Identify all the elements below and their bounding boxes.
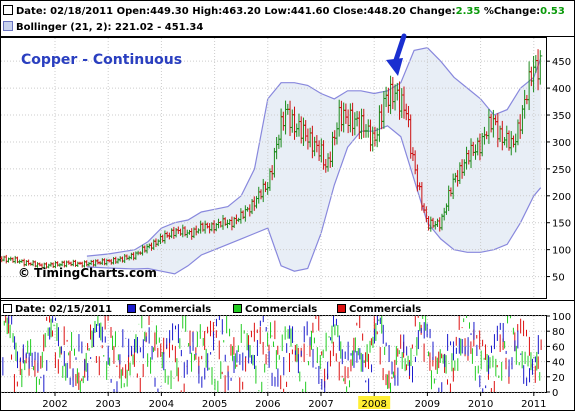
lower-date-value: 02/15/2011 xyxy=(49,304,113,315)
lower-y-tick-label: 60 xyxy=(552,342,565,353)
legend-square-red xyxy=(337,304,346,313)
x-tick-label: 2009 xyxy=(415,399,440,410)
date-label: Date: xyxy=(16,6,47,17)
low-value: 441.60 xyxy=(290,6,330,17)
open-label: Open: xyxy=(116,6,151,17)
x-tick-label: 2010 xyxy=(468,399,493,410)
y-tick-label: 300 xyxy=(552,138,571,149)
y-tick-label: 50 xyxy=(552,273,565,284)
x-tick-label: 2007 xyxy=(308,399,333,410)
date-value: 02/18/2011 xyxy=(50,6,114,17)
pct-change-value: 0.53 xyxy=(540,6,565,17)
legend-square-green xyxy=(233,304,242,313)
lower-y-tick-label: 40 xyxy=(552,358,565,369)
legend-commercials-green: Commercials xyxy=(233,304,317,315)
y-tick-label: 100 xyxy=(552,246,571,257)
close-value: 448.20 xyxy=(367,6,406,17)
x-axis: 2002 2003 2004 2005 2006 2007 2008 2009 2010 2011 xyxy=(42,392,547,410)
lower-y-axis: 0 20 40 60 80 100 xyxy=(546,312,571,399)
lower-y-tick-label: 80 xyxy=(552,327,565,338)
bollinger-readout: Bollinger (21, 2): 221.02 - 451.34 xyxy=(3,21,203,34)
low-label: Low: xyxy=(264,6,291,17)
high-value: 463.20 xyxy=(222,6,261,17)
commercials-bars xyxy=(2,316,542,392)
lower-y-tick-label: 0 xyxy=(552,388,558,399)
bollinger-legend-square xyxy=(3,21,13,31)
x-tick-label: 2008 xyxy=(361,399,386,410)
legend-square-blue xyxy=(127,304,136,313)
change-label: Change: xyxy=(409,6,456,17)
arrow-shaft xyxy=(393,33,407,63)
lower-date-readout: Date: 02/15/2011 xyxy=(3,304,112,315)
y-tick-label: 200 xyxy=(552,192,571,203)
legend-label-green: Commercials xyxy=(245,304,318,315)
legend-commercials-red: Commercials xyxy=(337,304,421,315)
copyright-label: © TimingCharts.com xyxy=(18,266,157,280)
main-plot-border xyxy=(0,37,547,299)
upper-band-line xyxy=(86,47,542,257)
lower-date-label: Date: xyxy=(15,304,46,315)
legend-label-blue: Commercials xyxy=(139,304,212,315)
x-tick-label: 2004 xyxy=(149,399,174,410)
ohlc-legend-square xyxy=(3,5,13,15)
y-tick-label: 350 xyxy=(552,111,571,122)
close-label: Close: xyxy=(332,6,368,17)
lower-plot-border xyxy=(0,315,547,393)
high-label: High: xyxy=(192,6,223,17)
main-grid xyxy=(1,38,546,299)
price-bars xyxy=(0,49,543,270)
legend-label-red: Commercials xyxy=(349,304,422,315)
y-tick-label: 150 xyxy=(552,219,571,230)
bollinger-label: Bollinger (21, 2): xyxy=(16,22,112,33)
legend-commercials-blue: Commercials xyxy=(127,304,211,315)
lower-y-tick-label: 100 xyxy=(552,312,571,323)
highlight-2008 xyxy=(358,396,391,409)
change-value: 2.35 xyxy=(455,6,481,17)
chart-title: Copper - Continuous xyxy=(21,52,183,68)
y-tick-label: 250 xyxy=(552,165,571,176)
arrow-head xyxy=(386,58,403,76)
x-tick-label: 2006 xyxy=(255,399,280,410)
y-tick-label: 450 xyxy=(552,57,571,68)
x-tick-label: 2005 xyxy=(202,399,227,410)
pct-change-label: %Change: xyxy=(483,6,541,17)
ohlc-readout: Date: 02/18/2011 Open:449.30 High:463.20… xyxy=(3,5,565,18)
bollinger-range: 221.02 - 451.34 xyxy=(115,22,204,33)
lower-date-square xyxy=(3,304,12,313)
open-value: 449.30 xyxy=(150,6,189,17)
x-tick-label: 2002 xyxy=(42,399,67,410)
main-y-axis: 50 100 150 200 250 300 350 400 450 xyxy=(546,57,571,284)
lower-band-line xyxy=(86,125,542,275)
lower-y-tick-label: 20 xyxy=(552,373,565,384)
y-tick-label: 400 xyxy=(552,84,571,95)
x-tick-label: 2003 xyxy=(95,399,120,410)
x-tick-label: 2011 xyxy=(521,399,546,410)
arrow-annotation xyxy=(386,33,407,76)
